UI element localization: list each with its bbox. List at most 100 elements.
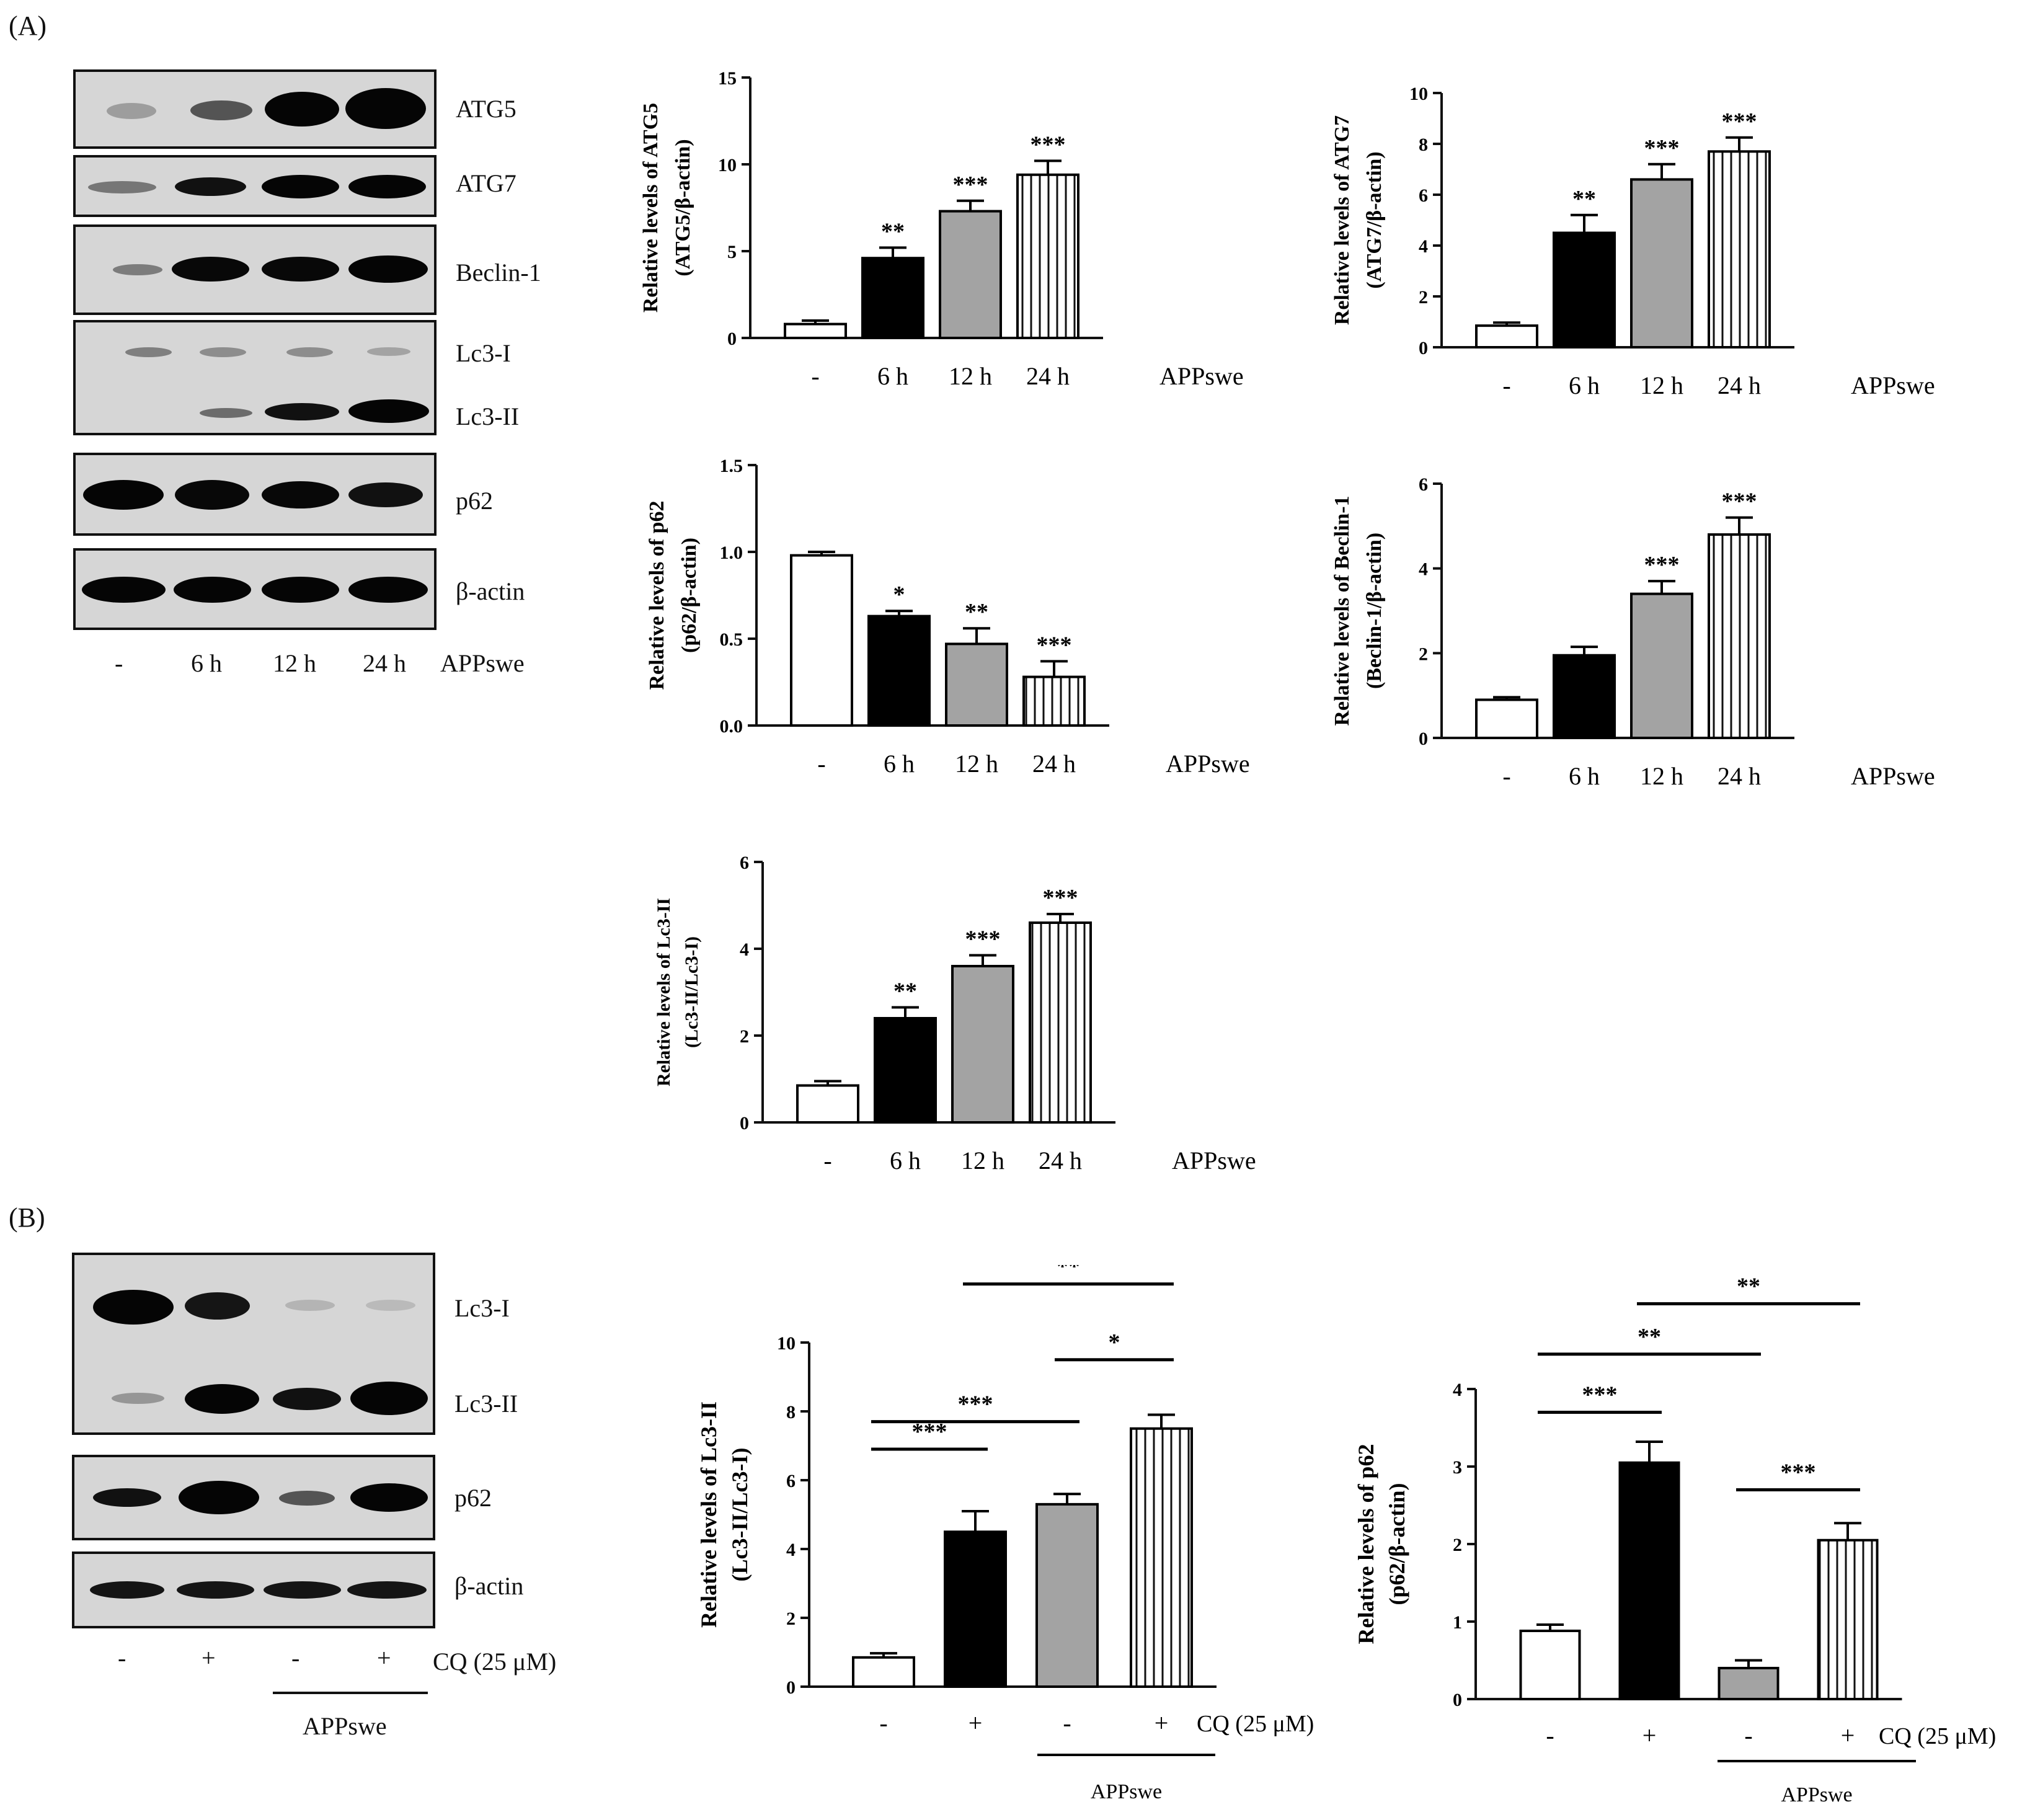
x-tick-label: 6 h xyxy=(1569,762,1600,790)
significance-label: *** xyxy=(1043,885,1078,911)
x-tick-label: 6 h xyxy=(877,362,908,390)
x-axis-label: APPswe xyxy=(1159,362,1244,390)
y-tick-label: 6 xyxy=(1419,185,1428,206)
y-tick-label: 10 xyxy=(718,155,737,175)
y-axis-label-line: (ATG7/β-actin) xyxy=(1363,151,1386,288)
significance-label: ** xyxy=(893,979,917,1005)
comparison-label: ** xyxy=(1737,1274,1760,1300)
x-tick-label: 24 h xyxy=(1026,362,1070,390)
bar xyxy=(944,1530,1007,1688)
x-tick-label: - xyxy=(823,1147,831,1174)
y-tick-label: 6 xyxy=(1419,474,1428,495)
significance-label: *** xyxy=(953,172,988,198)
group-label: APPswe xyxy=(1091,1780,1162,1803)
y-tick-label: 4 xyxy=(740,939,749,960)
bar xyxy=(867,615,931,727)
y-tick-label: 4 xyxy=(1419,559,1428,580)
x-axis-label: CQ (25 μM) xyxy=(1197,1711,1314,1737)
significance-label: *** xyxy=(1031,131,1066,158)
bar xyxy=(1022,675,1086,727)
y-tick-label: 0.5 xyxy=(720,629,743,650)
blot-b-label-lc3-i: Lc3-I xyxy=(454,1294,510,1322)
blot-a-label-lc3-ii: Lc3-II xyxy=(456,402,520,430)
y-tick-label: 5 xyxy=(727,242,737,262)
bar xyxy=(1708,150,1771,349)
y-tick-label: 2 xyxy=(1419,287,1428,308)
y-tick-label: 0 xyxy=(1419,338,1428,358)
y-axis-label-line: Relative levels of p62 xyxy=(645,501,668,690)
blot-a-beta-actin xyxy=(73,548,437,630)
blot-b-lane-1: - xyxy=(118,1644,126,1672)
group-label: APPswe xyxy=(1781,1783,1852,1806)
x-axis-label: APPswe xyxy=(1166,750,1250,778)
y-tick-label: 6 xyxy=(786,1471,796,1491)
bar xyxy=(1130,1427,1193,1688)
significance-label: ** xyxy=(965,599,988,625)
y-tick-label: 0 xyxy=(740,1113,749,1134)
y-tick-label: 4 xyxy=(1453,1380,1462,1400)
x-tick-label: - xyxy=(1546,1721,1554,1749)
chart-p62-b: 0 1 2 3 4 Relative levels of p62 (p62/β-actin)… xyxy=(1354,1274,1996,1807)
bar xyxy=(939,210,1002,339)
bar xyxy=(1519,1630,1581,1700)
blot-a-label-beclin1: Beclin-1 xyxy=(456,259,541,286)
chart-lc3-a: 0 2 4 6 Relative levels of Lc3-II (Lc3-II/Lc3… xyxy=(654,853,1256,1174)
blot-a-label-lc3-i: Lc3-I xyxy=(456,339,511,367)
chart-p62-a: 0.0 0.5 1.0 1.5 Relative levels of p62 (p62/β… xyxy=(645,456,1250,778)
bar xyxy=(1475,698,1538,739)
blot-b-label-p62: p62 xyxy=(454,1484,492,1512)
bar xyxy=(1029,921,1092,1124)
chart-beclin1: 0 2 4 6 Relative levels of Beclin-1 (Beclin-1… xyxy=(1331,474,1935,790)
x-tick-label: 6 h xyxy=(890,1147,921,1174)
blot-b-group-label: APPswe xyxy=(303,1712,387,1740)
y-tick-label: 2 xyxy=(740,1026,749,1047)
comparison-label: *** xyxy=(958,1392,993,1418)
bar xyxy=(1630,592,1693,739)
western-blot-a: ATG5 ATG7 Beclin-1 Lc3-I Lc3-II p62 β-ac… xyxy=(0,0,589,695)
blot-a-lane-3: 12 h xyxy=(273,649,316,677)
bar xyxy=(1553,231,1616,348)
chart-atg5: 0 5 10 15 Relative levels of ATG5 (ATG5/β-act… xyxy=(639,68,1244,390)
y-tick-label: 1.0 xyxy=(720,543,743,563)
x-axis-label: APPswe xyxy=(1851,762,1935,790)
bar xyxy=(861,257,924,340)
x-axis-label: CQ (25 μM) xyxy=(1879,1723,1996,1749)
y-tick-label: 4 xyxy=(1419,236,1428,257)
western-blot-b: Lc3-I Lc3-II p62 β-actin - + - + CQ (25 … xyxy=(0,1234,620,1767)
blot-b-p62 xyxy=(72,1455,435,1540)
bar xyxy=(874,1017,937,1124)
comparison-label: *** xyxy=(1781,1460,1816,1486)
bar xyxy=(796,1084,859,1124)
x-tick-label: + xyxy=(969,1709,983,1737)
x-tick-label: + xyxy=(1155,1709,1169,1737)
y-tick-label: 15 xyxy=(718,68,737,89)
y-tick-label: 2 xyxy=(1419,644,1428,664)
y-axis-label-line: (p62/β-actin) xyxy=(1385,1483,1409,1605)
y-tick-label: 4 xyxy=(786,1540,796,1560)
y-axis-label-line: Relative levels of Beclin-1 xyxy=(1331,495,1354,726)
blot-a-label-atg5: ATG5 xyxy=(456,95,516,123)
blot-a-lane-2: 6 h xyxy=(191,649,222,677)
significance-label: *** xyxy=(1037,632,1072,658)
blot-b-lane-3: - xyxy=(291,1644,300,1672)
x-tick-label: 24 h xyxy=(1032,750,1076,778)
y-tick-label: 0.0 xyxy=(720,716,743,737)
blot-a-label-beta-actin: β-actin xyxy=(456,577,525,605)
x-tick-label: - xyxy=(1744,1721,1752,1749)
x-tick-label: 6 h xyxy=(884,750,915,778)
x-tick-label: 24 h xyxy=(1718,371,1761,399)
significance-label: *** xyxy=(1722,109,1757,135)
blot-a-atg7 xyxy=(73,155,437,217)
significance-label: *** xyxy=(965,926,1001,952)
y-axis-label-line: (Lc3-II/Lc3-I) xyxy=(727,1448,752,1582)
significance-label: *** xyxy=(1644,135,1680,161)
bar xyxy=(790,554,853,727)
panel-label-a: (A) xyxy=(9,11,47,41)
blot-b-label-beta-actin: β-actin xyxy=(454,1572,524,1600)
y-tick-label: 3 xyxy=(1453,1457,1462,1478)
blot-a-atg5 xyxy=(73,69,437,149)
x-tick-label: 12 h xyxy=(949,362,992,390)
x-tick-label: 24 h xyxy=(1718,762,1761,790)
bar xyxy=(945,642,1008,727)
y-tick-label: 10 xyxy=(1409,84,1428,104)
